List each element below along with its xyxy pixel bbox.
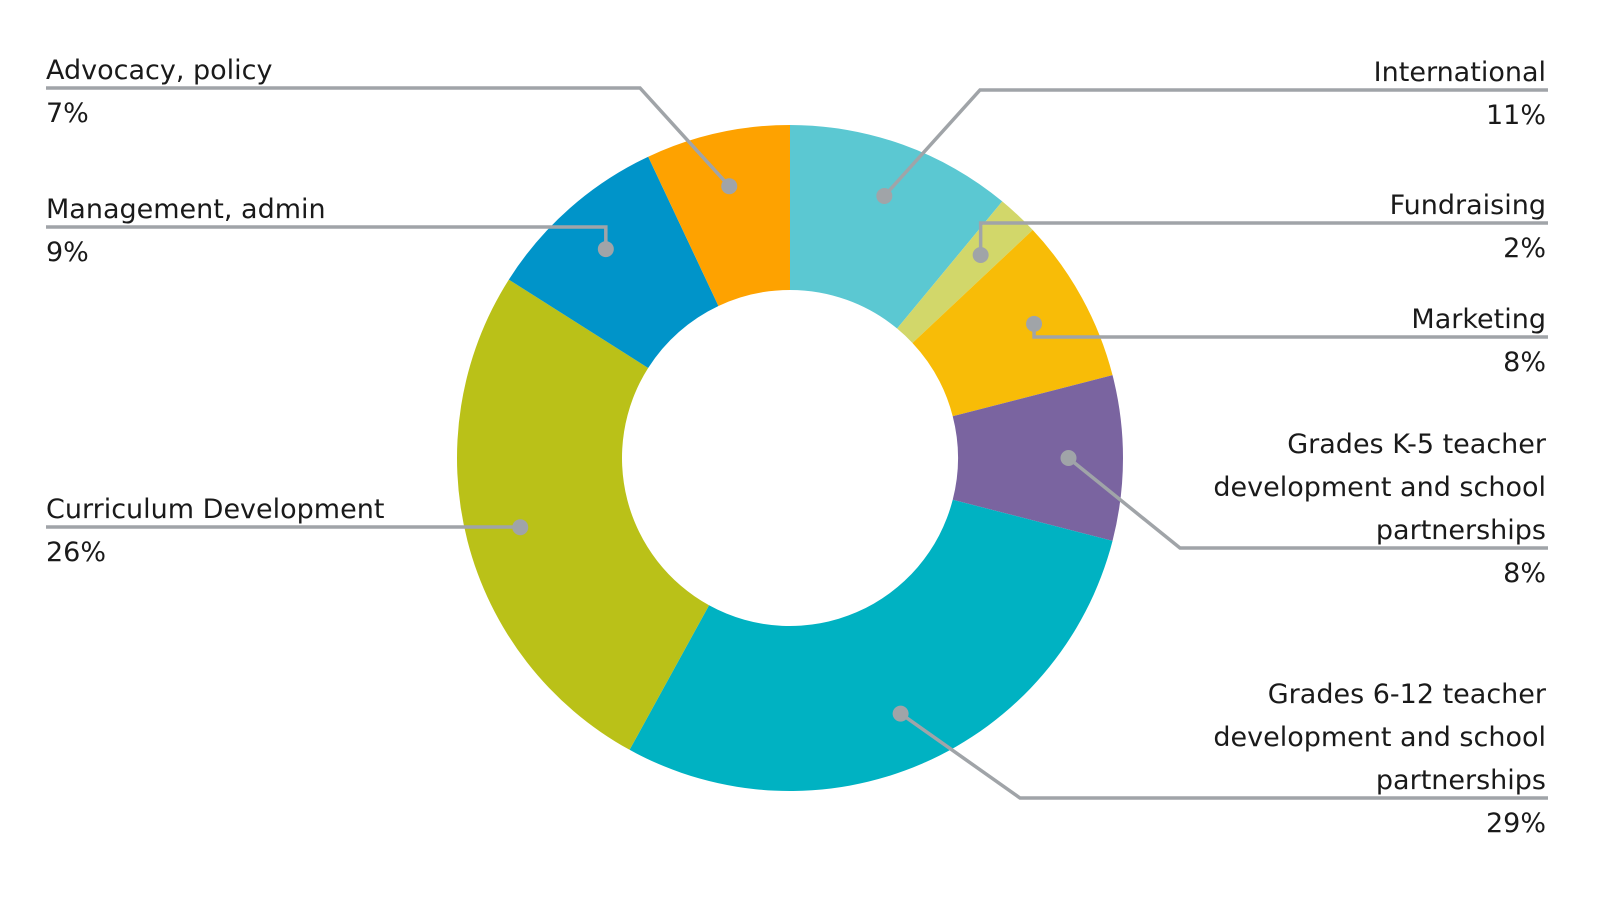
- slice-international: [790, 125, 1003, 329]
- slice-value-advocacy-policy: 7%: [46, 98, 89, 129]
- slice-advocacy-policy: [648, 125, 790, 306]
- slice-value-marketing: 8%: [1503, 347, 1546, 378]
- leader-dot-marketing: [1026, 315, 1043, 332]
- leader-dot-fundraising: [972, 246, 989, 263]
- leader-dot-management-admin: [597, 241, 614, 258]
- slice-fundraising: [897, 201, 1033, 343]
- leader-line-fundraising: [978, 221, 1548, 255]
- slice-label-grades-6-12-teacher-development-and-school-partnerships-line-2: development and school: [1213, 722, 1546, 753]
- slice-label-fundraising: Fundraising: [1390, 190, 1546, 221]
- slice-grades-k-5-teacher-development-and-school-partnerships: [952, 375, 1124, 541]
- slice-label-grades-6-12-teacher-development-and-school-partnerships-line-3: partnerships: [1376, 765, 1546, 796]
- slice-label-grades-k-5-teacher-development-and-school-partnerships-line-3: partnerships: [1376, 515, 1546, 546]
- slice-value-curriculum-development: 26%: [46, 537, 106, 568]
- leader-lines: [46, 86, 1548, 800]
- leader-line-management-admin: [46, 225, 608, 250]
- leader-dot-grades-k-5-teacher-development-and-school-partnerships: [1060, 450, 1077, 466]
- leader-line-grades-6-12-teacher-development-and-school-partnerships: [899, 712, 1548, 800]
- slice-value-grades-k-5-teacher-development-and-school-partnerships: 8%: [1503, 558, 1546, 589]
- slice-label-advocacy-policy: Advocacy, policy: [46, 55, 273, 86]
- slice-curriculum-development: [457, 279, 710, 750]
- slice-grades-6-12-teacher-development-and-school-partnerships: [629, 499, 1113, 791]
- slice-label-grades-k-5-teacher-development-and-school-partnerships-line-2: development and school: [1213, 472, 1546, 503]
- slice-labels: International 11% Fundraising 2% Marketing 8%…: [46, 55, 1547, 839]
- slice-marketing: [912, 230, 1113, 417]
- slice-value-grades-6-12-teacher-development-and-school-partnerships: 29%: [1486, 808, 1546, 839]
- leader-dot-curriculum-development: [512, 519, 529, 536]
- leader-line-grades-k-5-teacher-development-and-school-partnerships: [1067, 456, 1548, 550]
- leader-dot-international: [876, 187, 893, 204]
- slice-label-marketing: Marketing: [1411, 304, 1546, 335]
- leader-dot-grades-6-12-teacher-development-and-school-partnerships: [892, 705, 909, 722]
- slice-value-fundraising: 2%: [1503, 233, 1546, 264]
- leader-line-advocacy-policy: [46, 86, 731, 188]
- leader-dot-advocacy-policy: [721, 178, 738, 195]
- slice-label-management-admin: Management, admin: [46, 194, 326, 225]
- leader-line-international: [883, 88, 1548, 198]
- slice-management-admin: [508, 156, 719, 368]
- slice-value-international: 11%: [1486, 100, 1546, 131]
- slice-label-curriculum-development: Curriculum Development: [46, 494, 384, 525]
- slice-label-international: International: [1374, 57, 1546, 88]
- slice-label-grades-6-12-teacher-development-and-school-partnerships-line-1: Grades 6-12 teacher: [1268, 679, 1547, 710]
- donut-slices: [457, 125, 1124, 791]
- slice-label-grades-k-5-teacher-development-and-school-partnerships-line-1: Grades K-5 teacher: [1287, 429, 1547, 460]
- slice-value-management-admin: 9%: [46, 237, 89, 268]
